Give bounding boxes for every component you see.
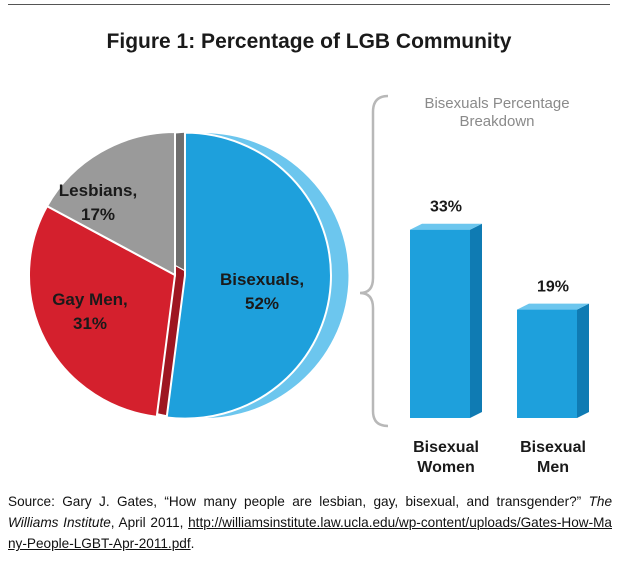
- bar-bisexual-men: [517, 309, 577, 418]
- source-publisher: The Williams Institute: [8, 494, 613, 530]
- bar-category-bisexual-men-line2: Men: [537, 459, 569, 476]
- source-link[interactable]: http://williamsinstitute.law.ucla.edu/wp…: [8, 515, 612, 551]
- figure-title: Figure 1: Percentage of LGB Community: [106, 30, 512, 53]
- bar-side-bisexual-men: [577, 303, 589, 418]
- bar-top-bisexual-women: [410, 223, 482, 230]
- bar-chart-title-line2: Breakdown: [459, 113, 534, 130]
- bar-top-bisexual-men: [517, 303, 589, 310]
- pie-slice-gay-men: [28, 204, 177, 418]
- pie-label-lesbians: Lesbians,: [59, 181, 137, 200]
- pie-slice-bisexuals: [165, 131, 332, 420]
- source-date: , April 2011,: [110, 515, 184, 530]
- top-rule: [8, 4, 610, 5]
- source-suffix: .: [190, 536, 195, 551]
- bracket: [359, 94, 389, 428]
- pie-value-gay-men: 31%: [73, 314, 107, 333]
- source-prefix: Source: Gary J. Gates, “How many people …: [8, 494, 582, 509]
- bar-chart-title-line1: Bisexuals Percentage: [424, 95, 569, 112]
- source-citation: Source: Gary J. Gates, “How many people …: [8, 491, 612, 554]
- bar-category-bisexual-women-line1: Bisexual: [413, 439, 479, 456]
- pie-label-bisexuals: Bisexuals,: [220, 270, 304, 289]
- pie-chart: Bisexuals, 52% Gay Men, 31% Lesbians, 17%: [28, 130, 350, 420]
- pie-value-bisexuals: 52%: [245, 294, 279, 313]
- bar-value-bisexual-men: 19%: [537, 279, 569, 296]
- bar-side-bisexual-women: [470, 223, 482, 418]
- bar-category-bisexual-men-line1: Bisexual: [520, 439, 586, 456]
- chart-area: Bisexuals,52%Gay Men,31%Lesbians,17%Bise…: [28, 94, 589, 476]
- pie-value-lesbians: 17%: [81, 205, 115, 224]
- bar-bisexual-women: [410, 229, 470, 418]
- bar-value-bisexual-women: 33%: [430, 199, 462, 216]
- bar-category-bisexual-women-line2: Women: [417, 459, 474, 476]
- pie-slice-lesbians: [45, 130, 176, 277]
- pie-label-gay-men: Gay Men,: [52, 290, 128, 309]
